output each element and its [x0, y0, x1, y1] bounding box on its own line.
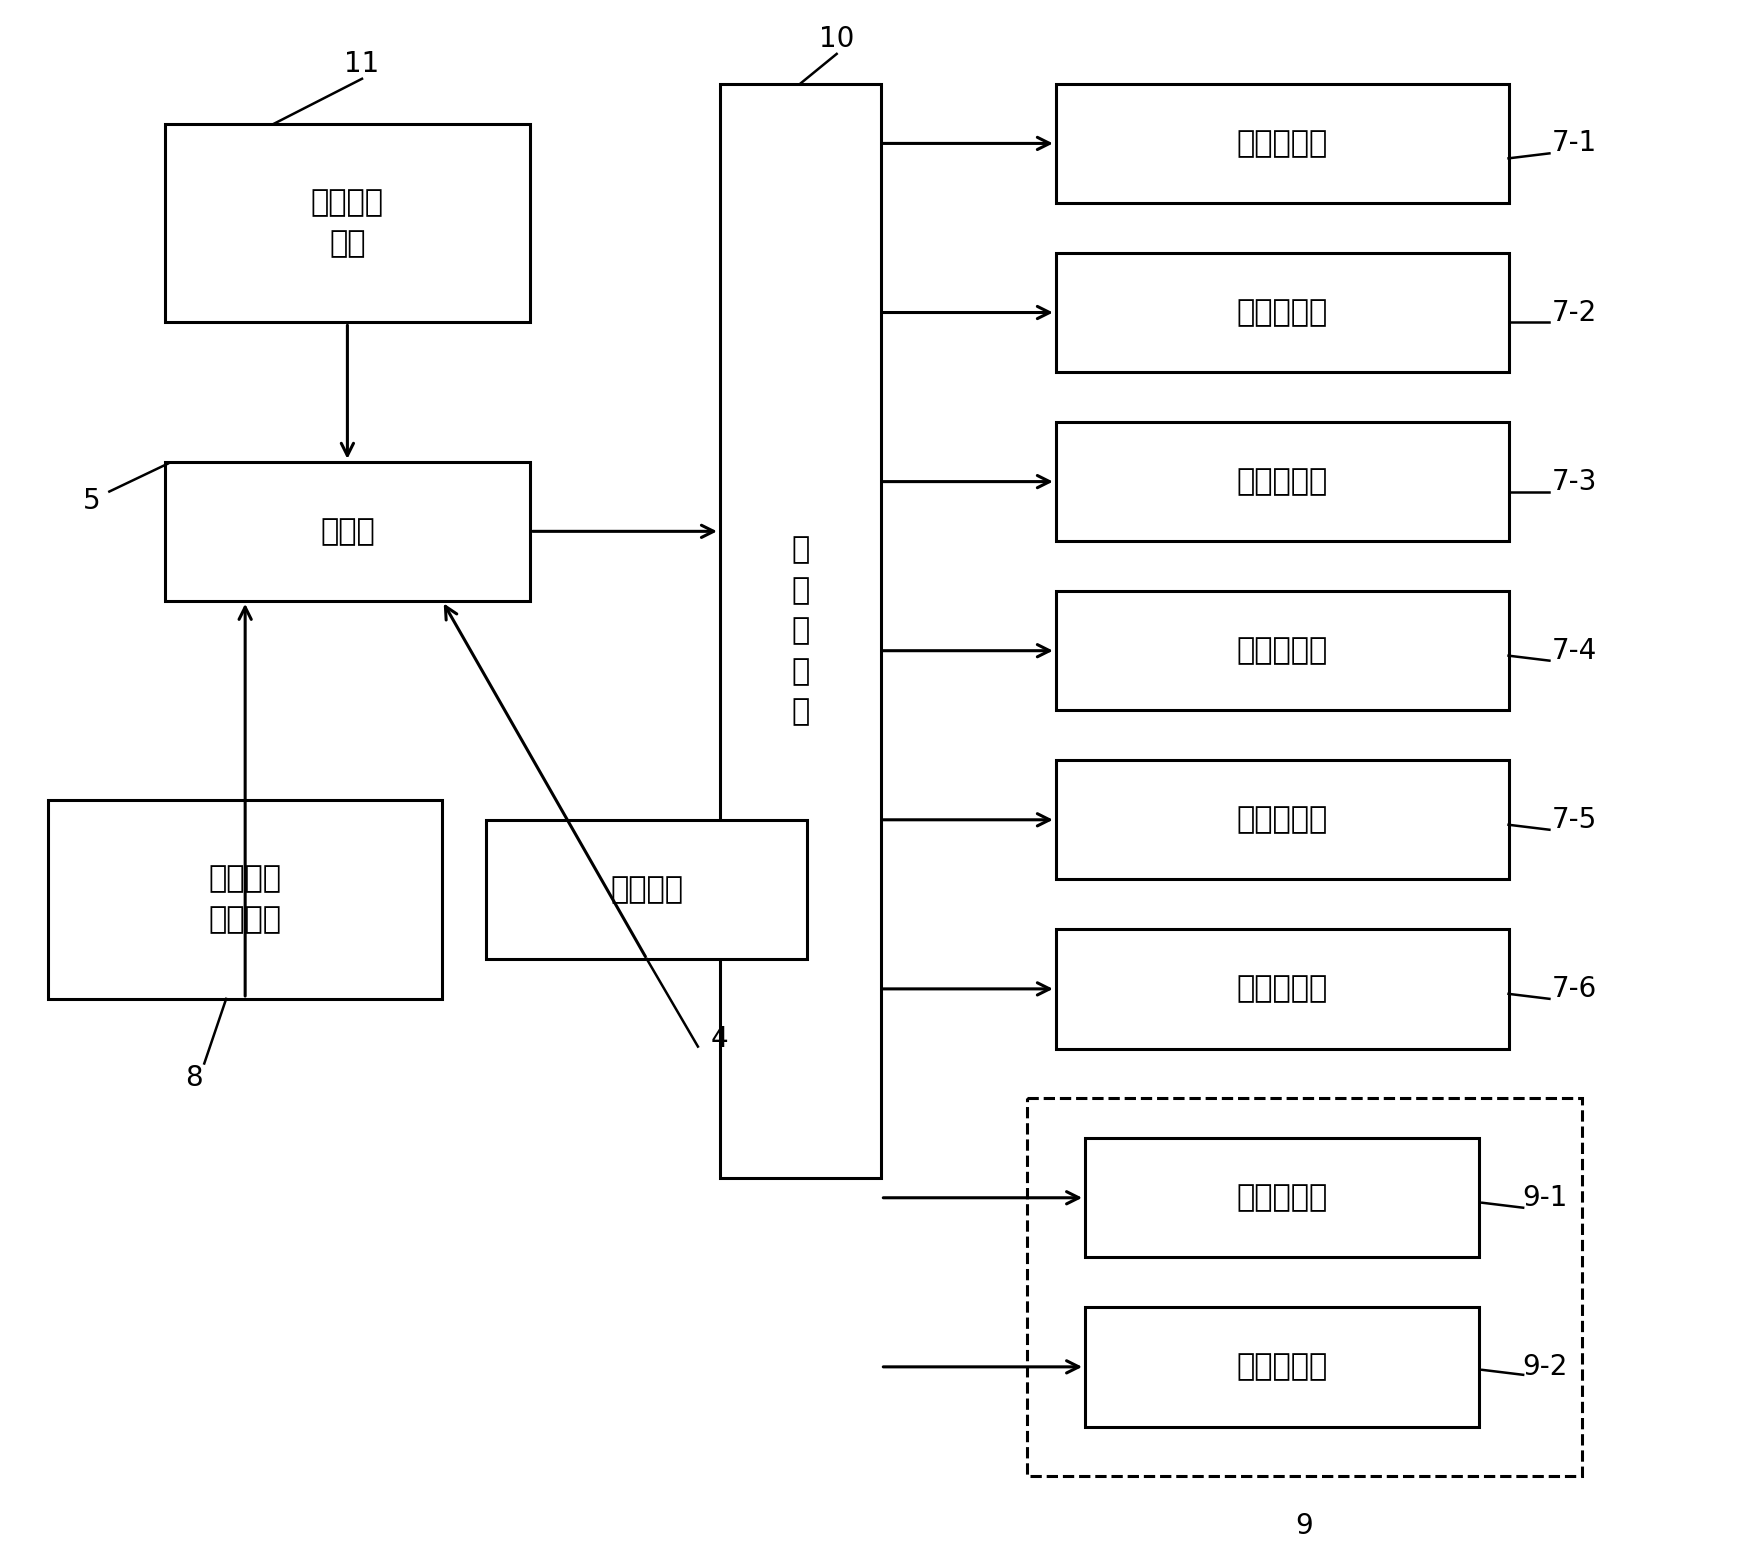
Bar [48, 800, 442, 998]
Bar [1057, 422, 1509, 542]
Text: 驱动电机二: 驱动电机二 [1236, 298, 1328, 326]
Bar [720, 84, 880, 1178]
Bar [1057, 761, 1509, 879]
Text: 7-2: 7-2 [1551, 298, 1597, 326]
Bar [1085, 1139, 1479, 1257]
Text: 9-2: 9-2 [1522, 1353, 1567, 1381]
Text: 驱动电机五: 驱动电机五 [1236, 806, 1328, 834]
Text: 7-1: 7-1 [1551, 130, 1597, 158]
Text: 控制器: 控制器 [321, 517, 375, 545]
Bar [1057, 84, 1509, 203]
Text: 11: 11 [345, 50, 380, 78]
Text: 9-1: 9-1 [1522, 1184, 1567, 1212]
Text: 驱动电机一: 驱动电机一 [1236, 130, 1328, 158]
Text: 驱动电机四: 驱动电机四 [1236, 636, 1328, 665]
Text: 驱动电机三: 驱动电机三 [1236, 467, 1328, 497]
Text: 4: 4 [711, 1025, 729, 1053]
Text: 9: 9 [1294, 1512, 1314, 1540]
Bar [1057, 253, 1509, 372]
Text: 电机转角
检测装置: 电机转角 检测装置 [208, 865, 282, 934]
Text: 7-3: 7-3 [1551, 467, 1597, 495]
Bar [1057, 590, 1509, 711]
Text: 5: 5 [83, 487, 100, 515]
Text: 驱动电机六: 驱动电机六 [1236, 975, 1328, 1003]
Bar [1057, 929, 1509, 1048]
Bar [1027, 1098, 1581, 1476]
Bar [166, 462, 530, 601]
Text: 测量系统: 测量系统 [611, 875, 683, 904]
Text: 运
动
控
制
卡: 运 动 控 制 卡 [791, 536, 810, 726]
Text: 7-6: 7-6 [1551, 975, 1597, 1003]
Text: 驱动电机七: 驱动电机七 [1236, 1184, 1328, 1212]
Text: 7-5: 7-5 [1551, 806, 1597, 834]
Text: 7-4: 7-4 [1551, 637, 1597, 665]
Bar [486, 820, 808, 959]
Bar [166, 123, 530, 322]
Text: 驱动电机八: 驱动电机八 [1236, 1353, 1328, 1381]
Text: 8: 8 [185, 1064, 203, 1092]
Text: 10: 10 [819, 25, 854, 53]
Bar [1085, 1307, 1479, 1426]
Text: 参数输入
单元: 参数输入 单元 [312, 189, 384, 258]
